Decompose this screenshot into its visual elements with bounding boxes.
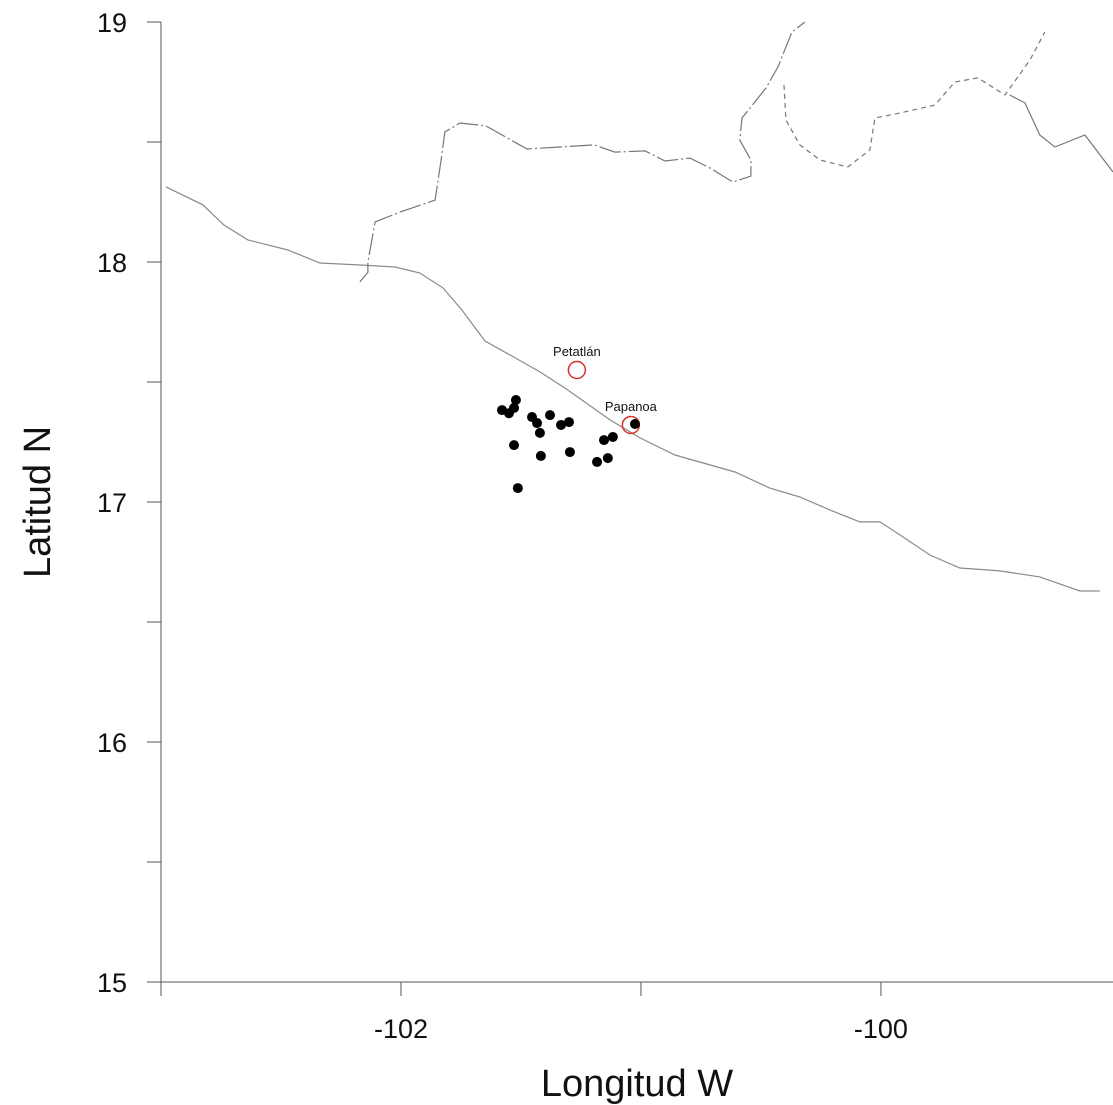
y-tick-label: 17: [97, 488, 127, 518]
town-marker: [567, 360, 587, 380]
y-axis-label: Latitud N: [17, 426, 59, 578]
town-label: Papanoa: [605, 399, 658, 414]
boundary-line: [783, 31, 1046, 168]
y-tick-label: 18: [97, 248, 127, 278]
y-tick-label: 16: [97, 728, 127, 758]
y-tick-label: 15: [97, 968, 127, 998]
x-axis-label: Longitud W: [541, 1063, 733, 1105]
y-tick-label: 19: [97, 8, 127, 38]
epicenter-point: [545, 410, 556, 421]
town-label: Petatlán: [553, 344, 601, 359]
x-tick-label: -100: [854, 1014, 908, 1044]
boundary-line: [359, 21, 806, 283]
boundary-line: [165, 186, 1100, 592]
epicenter-point: [509, 402, 520, 413]
epicenter-point: [564, 447, 575, 458]
epicenter-point: [599, 435, 610, 446]
epicenter-point: [602, 453, 613, 464]
epicenter-point: [535, 450, 546, 461]
epicenter-point: [563, 417, 574, 428]
epicenter-point: [510, 395, 521, 405]
epicenter-point: [592, 456, 603, 467]
epicenter-point: [509, 440, 520, 451]
epicenter-point: [512, 483, 523, 494]
epicenter-point: [607, 431, 618, 442]
epicenter-point: [629, 419, 640, 429]
epicenter-point: [534, 427, 545, 438]
epicenter-point: [556, 419, 567, 430]
epicenter-point: [532, 418, 543, 429]
x-tick-label: -102: [374, 1014, 428, 1044]
boundary-line: [1009, 94, 1113, 173]
